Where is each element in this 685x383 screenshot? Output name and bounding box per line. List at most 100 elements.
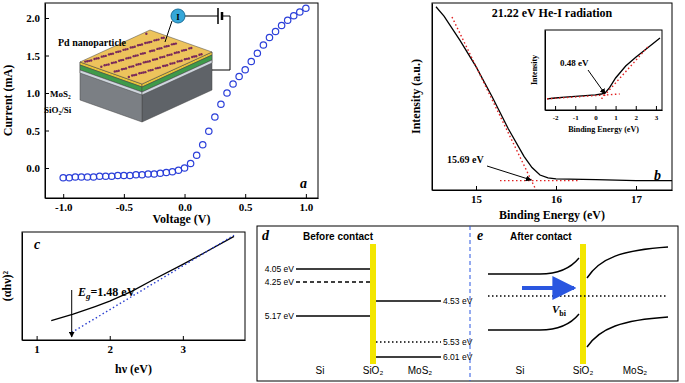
x-tick-mark [37, 336, 38, 340]
panel-label: e [477, 228, 483, 243]
wire [165, 21, 172, 42]
chart-panel: 123hν (eV)(αhν)²cEg=1.48 eV [0, 232, 246, 376]
annotation: 15.69 eV [447, 154, 484, 165]
x-tick-mark [110, 336, 111, 340]
x-tick-label: 1 [614, 114, 618, 122]
pd-nanoparticle [115, 61, 117, 63]
x-tick: 1.0 [299, 194, 313, 213]
data-point [139, 172, 145, 178]
plot-frame [432, 3, 672, 190]
data-point [248, 58, 254, 64]
pd-nanoparticle [190, 47, 192, 49]
energy-level [376, 300, 441, 301]
panel-label: b [654, 168, 661, 183]
y-axis-line [432, 4, 433, 191]
x-axis-line [46, 198, 319, 199]
band-diagram: dBefore contact4.05 eV4.25 eV5.17 eV4.53… [257, 226, 678, 381]
plot-frame [22, 232, 245, 340]
x-axis-line [23, 340, 246, 341]
panel-title: Before contact [303, 231, 374, 242]
level-label: 4.25 eV [265, 277, 295, 287]
x-axis-title: Voltage (V) [153, 212, 211, 226]
pd-nanoparticle [118, 70, 120, 72]
x-tick-label: 0.0 [178, 201, 192, 213]
pd-nanoparticle [144, 52, 146, 54]
x-tick-mark [245, 194, 246, 198]
x-axis: 151617 [433, 186, 673, 205]
data-point [187, 160, 193, 166]
y-axis [545, 31, 546, 111]
x-tick-label: -2 [553, 114, 559, 122]
pd-nanoparticle [122, 59, 124, 61]
energy-level [376, 356, 441, 357]
plot-background [545, 30, 662, 110]
x-axis-line [546, 110, 663, 111]
chart-title: 21.22 eV He-I radiation [492, 6, 613, 20]
energy-band [587, 247, 668, 278]
y-tick: 0.0 [26, 162, 49, 174]
x-tick-mark [124, 194, 125, 198]
level-label: 5.17 eV [265, 311, 295, 321]
plot-frame [45, 3, 318, 198]
x-tick-label: -1.0 [55, 201, 73, 213]
x-tick-mark [595, 106, 596, 110]
pd-nanoparticle [200, 53, 202, 55]
pd-nanoparticle [180, 60, 182, 62]
pd-nanoparticle [163, 56, 165, 58]
x-tick-label: 16 [551, 193, 563, 205]
background [0, 0, 685, 383]
pd-nanoparticle [134, 46, 136, 48]
data-point [193, 152, 199, 158]
y-tick: 0.5 [26, 125, 49, 137]
pd-nanoparticle [129, 56, 131, 58]
data-point [157, 170, 163, 176]
annotation: 0.48 eV [560, 58, 589, 68]
pd-nanoparticle [112, 52, 114, 54]
pd-nanoparticle [97, 57, 99, 59]
pd-nanoparticle [157, 38, 159, 40]
y-tick-label: 1.0 [26, 87, 40, 99]
x-tick: 0 [594, 106, 598, 122]
x-tick: 0.0 [178, 194, 192, 213]
data-point [181, 165, 187, 171]
oxide-barrier [580, 244, 586, 364]
data-point [266, 34, 272, 40]
data-point [236, 73, 242, 79]
pd-nanoparticle [160, 47, 162, 49]
x-axis-title: hν (eV) [115, 362, 152, 376]
y-axis-title: Intensity (a.u.) [409, 59, 423, 134]
arrow-label-subscript: bi [559, 309, 566, 318]
x-tick: 1 [614, 106, 618, 122]
data-point [297, 9, 303, 15]
data-line [500, 180, 580, 181]
chart-panel: 151617Binding Energy (eV)Intensity (a.u.… [409, 3, 673, 222]
data-point [90, 174, 96, 180]
plot-area [547, 38, 660, 99]
pd-nanoparticle [166, 64, 168, 66]
x-tick: -0.5 [116, 194, 134, 213]
data-point [102, 173, 108, 179]
x-tick-mark [656, 106, 657, 110]
x-tick: 0.5 [239, 194, 253, 213]
data-point [200, 142, 206, 148]
data-line [436, 7, 672, 181]
data-point [169, 169, 175, 175]
chart-panel: -2-10123Binding Energy (eV)Intensity0.48… [530, 30, 663, 134]
current-meter [171, 9, 185, 23]
level-label: 5.53 eV [443, 337, 473, 347]
pd-nanoparticle [125, 67, 127, 69]
data-point [78, 174, 84, 180]
annotation: Eg=1.48 eV [77, 285, 136, 301]
annotation-arrow [487, 166, 531, 180]
pd-nanoparticle [136, 54, 138, 56]
data-line [51, 236, 234, 320]
film-label: MoS₂ [50, 89, 71, 99]
battery [221, 12, 224, 20]
plot-area [60, 5, 309, 181]
y-axis-title: Current (mA) [1, 65, 15, 136]
y-tick-mark [45, 56, 49, 57]
pd-label: Pd nanoparticle [58, 37, 127, 48]
pd-nanoparticle [132, 65, 134, 67]
level-label: 6.01 eV [443, 352, 473, 362]
y-axis: 0.00.51.01.52.0 [26, 4, 49, 199]
